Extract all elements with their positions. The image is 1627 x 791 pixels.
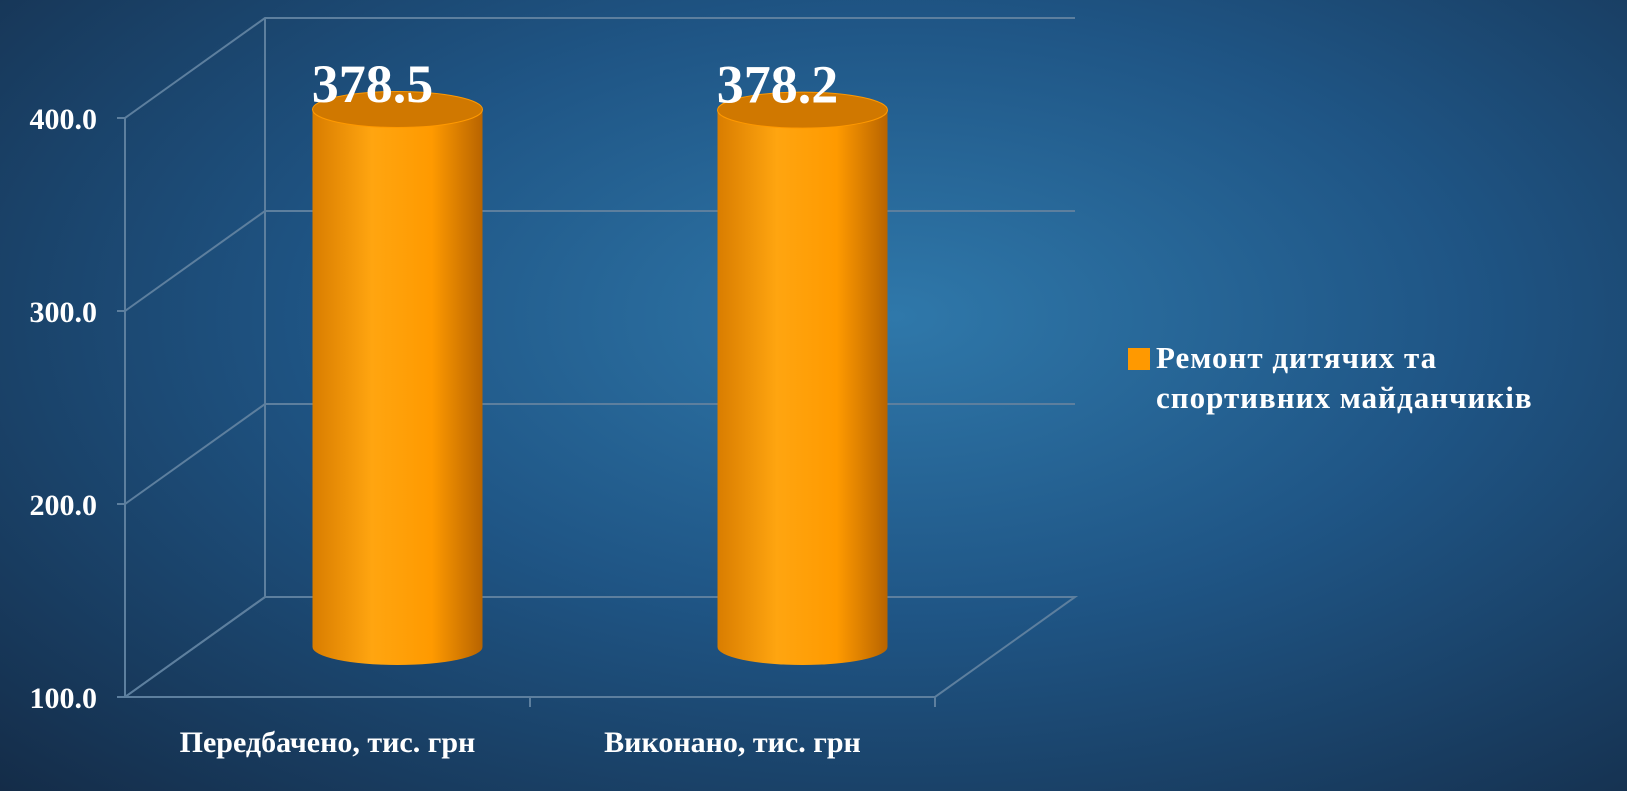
grid-line [124, 403, 1075, 505]
legend: Ремонт дитячих та спортивних майданчиків [1128, 338, 1568, 418]
grid-line [124, 17, 1075, 119]
y-tick-label: 200.0 [30, 489, 98, 522]
grid-line [124, 210, 1075, 312]
floor [121, 596, 1079, 698]
bar-top [717, 91, 888, 129]
bar-body [312, 109, 483, 666]
y-tick-label: 100.0 [30, 682, 98, 715]
legend-swatch [1128, 348, 1150, 370]
legend-label: Ремонт дитячих та спортивних майданчиків [1156, 340, 1533, 415]
y-tick-label: 300.0 [30, 296, 98, 329]
bar-top [312, 90, 483, 128]
grid-line [124, 596, 1075, 698]
bar [312, 90, 483, 666]
y-tick-label: 400.0 [30, 103, 98, 136]
data-label: 378.2 [717, 54, 839, 114]
data-label: 378.5 [312, 54, 434, 114]
x-tick-label: Виконано, тис. грн [604, 726, 861, 759]
bar [717, 91, 888, 666]
bar-body [717, 110, 888, 666]
x-tick-label: Передбачено, тис. грн [180, 726, 476, 759]
